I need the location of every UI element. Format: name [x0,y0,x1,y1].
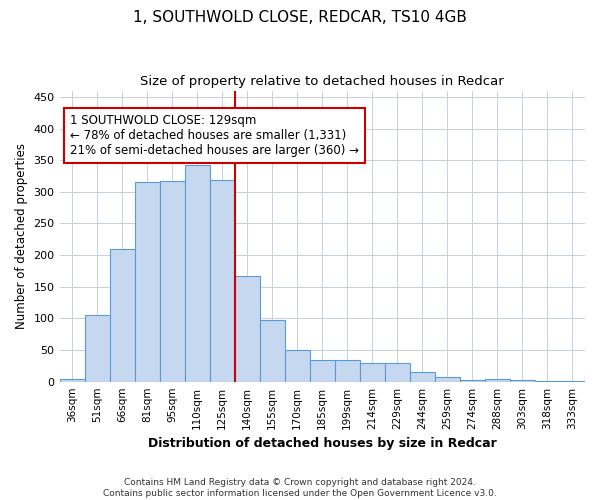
Title: Size of property relative to detached houses in Redcar: Size of property relative to detached ho… [140,75,504,88]
Bar [260,320,285,382]
Bar [435,376,460,382]
Bar [460,380,485,382]
Bar [335,360,360,382]
Bar [110,249,134,382]
Bar [285,350,310,382]
Y-axis label: Number of detached properties: Number of detached properties [15,143,28,329]
Bar [134,182,160,382]
Bar [209,180,235,382]
Bar [160,181,185,382]
Bar [59,378,85,382]
Bar [535,381,560,382]
Bar [360,364,385,382]
Bar [85,314,110,382]
Bar [235,276,260,382]
Text: Contains HM Land Registry data © Crown copyright and database right 2024.
Contai: Contains HM Land Registry data © Crown c… [103,478,497,498]
Bar [310,360,335,382]
Bar [485,378,510,382]
Bar [385,364,410,382]
X-axis label: Distribution of detached houses by size in Redcar: Distribution of detached houses by size … [148,437,497,450]
Bar [185,164,209,382]
Text: 1, SOUTHWOLD CLOSE, REDCAR, TS10 4GB: 1, SOUTHWOLD CLOSE, REDCAR, TS10 4GB [133,10,467,25]
Bar [510,380,535,382]
Text: 1 SOUTHWOLD CLOSE: 129sqm
← 78% of detached houses are smaller (1,331)
21% of se: 1 SOUTHWOLD CLOSE: 129sqm ← 78% of detac… [70,114,359,157]
Bar [410,372,435,382]
Bar [560,381,585,382]
